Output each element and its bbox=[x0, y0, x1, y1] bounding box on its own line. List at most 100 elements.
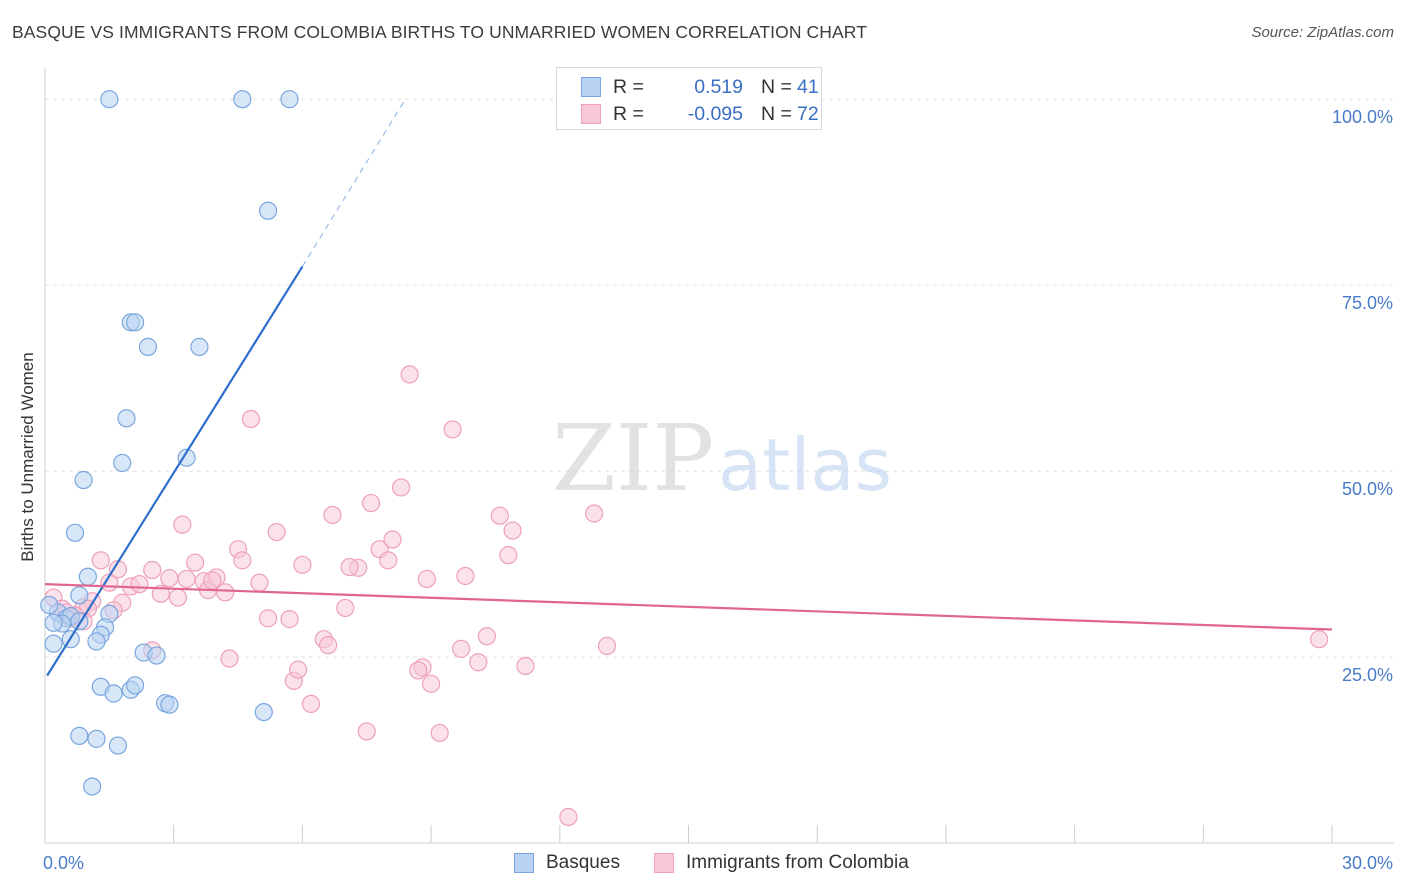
legend-swatch-basques bbox=[581, 77, 601, 97]
colombia-point bbox=[417, 569, 436, 589]
legend-r-label: R = bbox=[613, 76, 644, 98]
colombia-point bbox=[186, 553, 205, 572]
basque-point bbox=[138, 337, 158, 356]
colombia-point bbox=[323, 505, 342, 525]
basque-point bbox=[190, 337, 209, 356]
colombia-point bbox=[220, 649, 239, 668]
colombia-point bbox=[422, 674, 441, 693]
legend-r-value-colombia: -0.095 bbox=[687, 103, 743, 125]
y-tick-label: 75.0% bbox=[1342, 293, 1393, 313]
basque-point bbox=[100, 90, 119, 109]
stats-legend: R = 0.519 N = 41 R = -0.095 N = 72 bbox=[556, 67, 822, 130]
colombia-point bbox=[379, 551, 398, 570]
legend-label-colombia: Immigrants from Colombia bbox=[686, 852, 909, 873]
colombia-point bbox=[383, 530, 402, 549]
legend-r-value-basques: 0.519 bbox=[694, 76, 743, 98]
y-tick-label: 25.0% bbox=[1342, 665, 1393, 685]
colombia-point bbox=[177, 569, 196, 589]
colombia-point bbox=[391, 478, 411, 497]
y-tick-labels: 25.0% 50.0% 75.0% 100.0% bbox=[1332, 107, 1393, 685]
basque-point bbox=[125, 313, 145, 332]
colombia-point bbox=[585, 504, 604, 523]
basque-point bbox=[280, 90, 299, 109]
colombia-point bbox=[503, 521, 522, 540]
colombia-point bbox=[289, 660, 308, 679]
basque-point bbox=[117, 409, 136, 428]
series-legend: Basques Immigrants from Colombia bbox=[0, 852, 1406, 878]
watermark: ZIP atlas bbox=[552, 405, 892, 512]
legend-n-value-colombia: 72 bbox=[797, 103, 819, 125]
colombia-point bbox=[233, 551, 252, 570]
colombia-point bbox=[301, 694, 321, 714]
basque-point bbox=[40, 595, 59, 615]
basque-point bbox=[87, 632, 106, 651]
trend-line-basques bbox=[46, 265, 304, 677]
colombia-point bbox=[361, 493, 381, 513]
watermark-atlas: atlas bbox=[718, 423, 892, 507]
basque-point bbox=[233, 90, 252, 109]
colombia-point bbox=[168, 588, 188, 607]
basque-point bbox=[70, 726, 89, 745]
trend-line-basques-extension bbox=[301, 98, 406, 267]
colombia-point bbox=[1310, 630, 1329, 649]
colombia-point bbox=[477, 627, 496, 646]
legend-n-value-basques: 41 bbox=[797, 76, 819, 98]
colombia-point bbox=[280, 610, 299, 629]
colombia-point bbox=[340, 557, 359, 577]
colombia-point bbox=[293, 555, 312, 574]
colombia-point bbox=[516, 656, 535, 676]
basque-point bbox=[74, 470, 93, 490]
y-axis-label: Births to Unmarried Women bbox=[18, 352, 37, 561]
basque-point bbox=[147, 646, 166, 665]
legend-swatch-basques bbox=[514, 853, 534, 873]
colombia-point bbox=[203, 571, 222, 590]
basque-point bbox=[125, 676, 145, 695]
y-tick-label: 100.0% bbox=[1332, 107, 1393, 127]
colombia-point bbox=[490, 506, 509, 525]
basque-point bbox=[160, 695, 179, 714]
legend-n-label: N = bbox=[761, 76, 792, 98]
legend-swatch-colombia bbox=[581, 104, 601, 124]
legend-r-label: R = bbox=[613, 103, 644, 125]
trend-line-colombia bbox=[44, 583, 1333, 631]
colombia-point bbox=[258, 609, 278, 628]
axes bbox=[44, 68, 1394, 844]
colombia-point bbox=[430, 723, 449, 743]
basque-point bbox=[254, 702, 273, 722]
basque-point bbox=[177, 448, 196, 467]
basque-point bbox=[44, 613, 63, 632]
trend-lines bbox=[44, 98, 1333, 677]
series-basques-points bbox=[40, 90, 299, 796]
colombia-point bbox=[250, 573, 269, 592]
basque-point bbox=[65, 523, 85, 542]
legend-label-basques: Basques bbox=[546, 852, 620, 873]
basque-point bbox=[113, 453, 132, 473]
colombia-point bbox=[400, 365, 419, 384]
basque-point bbox=[258, 201, 278, 220]
x-tick-labels: 0.0% 30.0% bbox=[43, 853, 1393, 873]
source-label: Source: ZipAtlas.com bbox=[1251, 24, 1394, 41]
y-tick-label: 50.0% bbox=[1342, 479, 1393, 499]
colombia-point bbox=[319, 636, 338, 655]
basque-point bbox=[87, 729, 106, 748]
basque-point bbox=[104, 684, 123, 703]
legend-swatch-colombia bbox=[654, 853, 674, 873]
x-tick-label: 30.0% bbox=[1342, 853, 1393, 873]
colombia-point bbox=[357, 722, 376, 741]
x-tick-label: 0.0% bbox=[43, 853, 84, 873]
chart-title: BASQUE VS IMMIGRANTS FROM COLOMBIA BIRTH… bbox=[12, 22, 868, 42]
colombia-point bbox=[130, 575, 149, 594]
basque-point bbox=[108, 736, 128, 755]
colombia-point bbox=[456, 566, 475, 586]
colombia-point bbox=[216, 583, 235, 602]
colombia-point bbox=[336, 598, 355, 618]
basque-point bbox=[83, 777, 102, 796]
colombia-point bbox=[241, 409, 261, 429]
colombia-point bbox=[597, 636, 617, 655]
colombia-point bbox=[267, 522, 286, 542]
grid-lines bbox=[45, 98, 1394, 658]
colombia-point bbox=[143, 560, 162, 580]
basque-point bbox=[78, 567, 98, 586]
colombia-point bbox=[499, 546, 518, 565]
